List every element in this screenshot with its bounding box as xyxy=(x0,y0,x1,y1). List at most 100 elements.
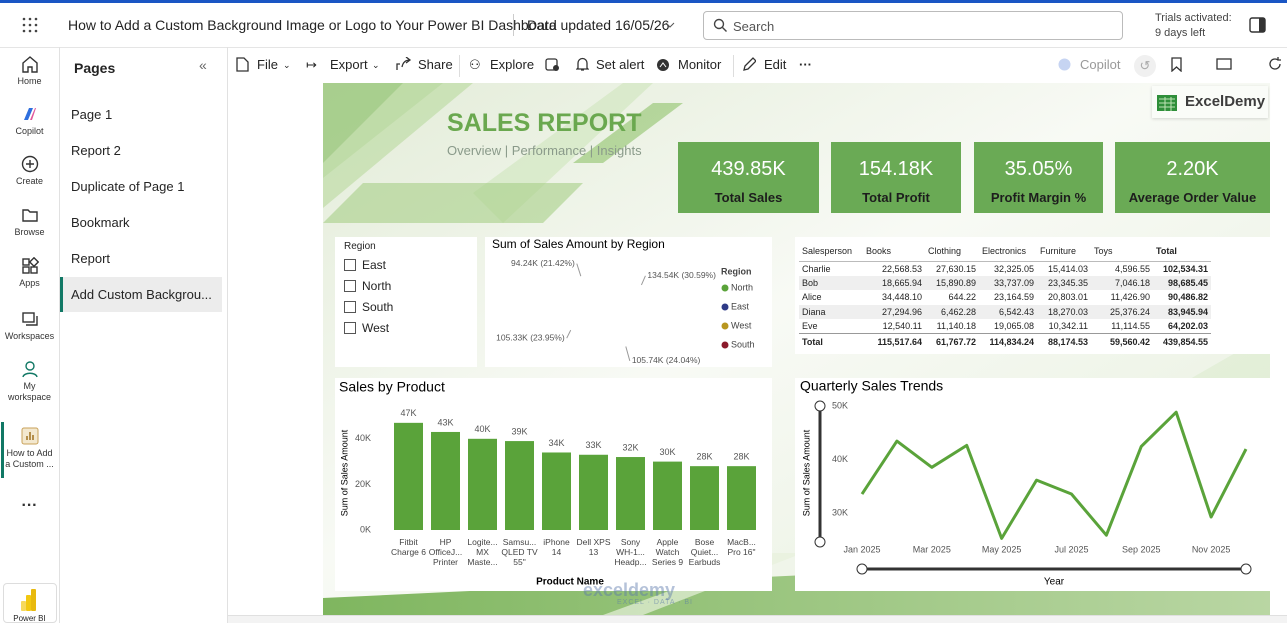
kpi-label: Profit Margin % xyxy=(990,190,1087,205)
matrix-cell: 25,376.24 xyxy=(1109,307,1150,318)
divider xyxy=(59,47,60,623)
checkbox[interactable] xyxy=(344,259,356,271)
data-updated[interactable]: Data updated 16/05/26 xyxy=(527,17,670,33)
total-cell: Total xyxy=(802,336,823,347)
matrix-cell: 22,568.53 xyxy=(881,263,922,274)
matrix-cell: 19,065.08 xyxy=(993,321,1034,332)
leader-line xyxy=(640,275,646,286)
total-cell: 439,854.55 xyxy=(1162,336,1208,347)
matrix-cell: 10,342.11 xyxy=(1048,321,1088,332)
nav-label: Copilot xyxy=(15,126,44,136)
checkbox[interactable] xyxy=(344,301,356,313)
panel-toggle[interactable] xyxy=(1249,17,1266,33)
matrix-cell: 64,202.03 xyxy=(1167,321,1208,332)
line-visual: Quarterly Sales Trends 30K 40K 50K Jan 2025 M… xyxy=(795,378,1270,591)
matrix-cell: Charlie xyxy=(802,263,831,274)
x-axis-title: Year xyxy=(1044,577,1065,588)
toolbar-button[interactable]: Export xyxy=(330,57,368,72)
bookmark-icon[interactable] xyxy=(1171,57,1182,72)
chart-title: Sum of Sales Amount by Region xyxy=(492,237,665,251)
nav-copilot[interactable]: Copilot xyxy=(0,105,59,137)
slicer-option: South xyxy=(362,300,394,314)
toolbar-button[interactable]: Set alert xyxy=(596,57,645,72)
file-icon xyxy=(236,57,249,72)
leader-line xyxy=(576,263,582,277)
y-tick-label: 20K xyxy=(355,479,371,489)
column-header: Books xyxy=(866,245,892,256)
copilot-icon xyxy=(1058,58,1071,71)
data-label: 30K xyxy=(659,447,675,457)
reset-button[interactable]: ↺ xyxy=(1134,55,1156,77)
nav-workspaces[interactable]: Workspaces xyxy=(0,310,59,342)
matrix-cell: 11,114.55 xyxy=(1111,321,1150,332)
view-icon[interactable] xyxy=(1216,58,1232,70)
page-tab[interactable]: Add Custom Backgrou... xyxy=(60,277,222,312)
refresh-icon[interactable] xyxy=(1268,57,1282,71)
column-header: Toys xyxy=(1094,245,1113,256)
total-cell: 114,834.24 xyxy=(989,336,1034,347)
column-header: Furniture xyxy=(1040,245,1077,256)
app-launcher[interactable] xyxy=(22,17,38,33)
nav-label: My workspace xyxy=(7,381,52,402)
x-tick-label: Samsu... QLED TV 55" xyxy=(501,537,538,567)
nav-apps[interactable]: Apps xyxy=(0,257,59,289)
subscribe-icon[interactable] xyxy=(545,57,560,72)
sales-line xyxy=(860,410,1248,540)
collapse-pages[interactable]: « xyxy=(199,57,207,73)
toolbar-button[interactable]: Monitor xyxy=(678,57,722,72)
page-tab[interactable]: Report xyxy=(71,251,111,266)
y-tick-label: 40K xyxy=(355,433,371,443)
total-row: Total 115,517.64 61,767.72 114,834.24 88,174… xyxy=(799,333,1211,349)
toolbar-button[interactable]: Explore xyxy=(490,57,535,72)
data-label: 47K xyxy=(400,408,416,418)
page-tab[interactable]: Bookmark xyxy=(71,215,130,230)
x-tick-label: Bose Quiet... Earbuds xyxy=(688,537,721,567)
chart-title: Quarterly Sales Trends xyxy=(800,378,943,394)
column-header: Electronics xyxy=(982,245,1027,256)
kpi-label: Total Sales xyxy=(714,190,783,205)
more-options[interactable]: ··· xyxy=(799,57,812,72)
page-tab[interactable]: Duplicate of Page 1 xyxy=(71,179,185,194)
data-label: 32K xyxy=(622,442,638,452)
chart-title: Sales by Product xyxy=(339,379,445,395)
nav-create[interactable]: Create xyxy=(0,155,59,187)
page-tab[interactable]: Report 2 xyxy=(71,143,121,158)
divider xyxy=(227,47,228,623)
slider-handle xyxy=(814,400,826,412)
nav-home[interactable]: Home xyxy=(0,55,59,87)
matrix-cell: 7,046.18 xyxy=(1114,277,1150,288)
explore-icon: ⚇ xyxy=(469,57,481,72)
slicer-option: West xyxy=(362,321,390,335)
pages-title: Pages xyxy=(74,60,116,76)
matrix-cell: 20,803.01 xyxy=(1047,292,1088,303)
nav-more[interactable]: ··· xyxy=(21,497,38,514)
matrix-cell: 102,534.31 xyxy=(1162,263,1208,274)
nav-browse[interactable]: Browse xyxy=(0,206,59,238)
matrix-cell: 34,448.10 xyxy=(881,292,922,303)
toolbar-button[interactable]: File xyxy=(257,57,278,72)
nav-my-workspace[interactable]: My workspace xyxy=(0,360,59,403)
kpi-label: Average Order Value xyxy=(1128,190,1257,205)
watermark: exceldemy xyxy=(583,580,676,600)
matrix-cell: 6,542.43 xyxy=(998,307,1034,318)
matrix-cell: Diana xyxy=(802,307,826,318)
y-tick-label: 50K xyxy=(832,401,848,411)
search-box[interactable] xyxy=(703,11,1123,40)
copilot-button[interactable]: Copilot xyxy=(1080,57,1121,72)
toolbar-button[interactable]: Share xyxy=(418,57,453,72)
x-tick-label: Mar 2025 xyxy=(913,544,951,554)
toolbar-button[interactable]: Edit xyxy=(764,57,787,72)
report-title: SALES REPORT xyxy=(447,109,642,137)
y-axis-title: Sum of Sales Amount xyxy=(801,429,811,516)
kpi-card: 35.05% Profit Margin % xyxy=(974,142,1103,213)
legend-label: West xyxy=(731,320,752,330)
checkbox[interactable] xyxy=(344,322,356,334)
bar-visual: Sales by Product 0K 20K 40K Sum of Sales Amo… xyxy=(335,378,772,591)
nav-current-report[interactable]: How to Add a Custom ... xyxy=(0,427,59,470)
header-row: Salesperson Books Clothing Electronics Furni… xyxy=(799,241,1211,261)
checkbox[interactable] xyxy=(344,280,356,292)
report-title: How to Add a Custom Background Image or … xyxy=(68,17,557,33)
page-tab[interactable]: Page 1 xyxy=(71,107,113,122)
data-label: 134.54K (30.59%) xyxy=(647,270,716,280)
x-tick-label: Nov 2025 xyxy=(1192,544,1231,554)
